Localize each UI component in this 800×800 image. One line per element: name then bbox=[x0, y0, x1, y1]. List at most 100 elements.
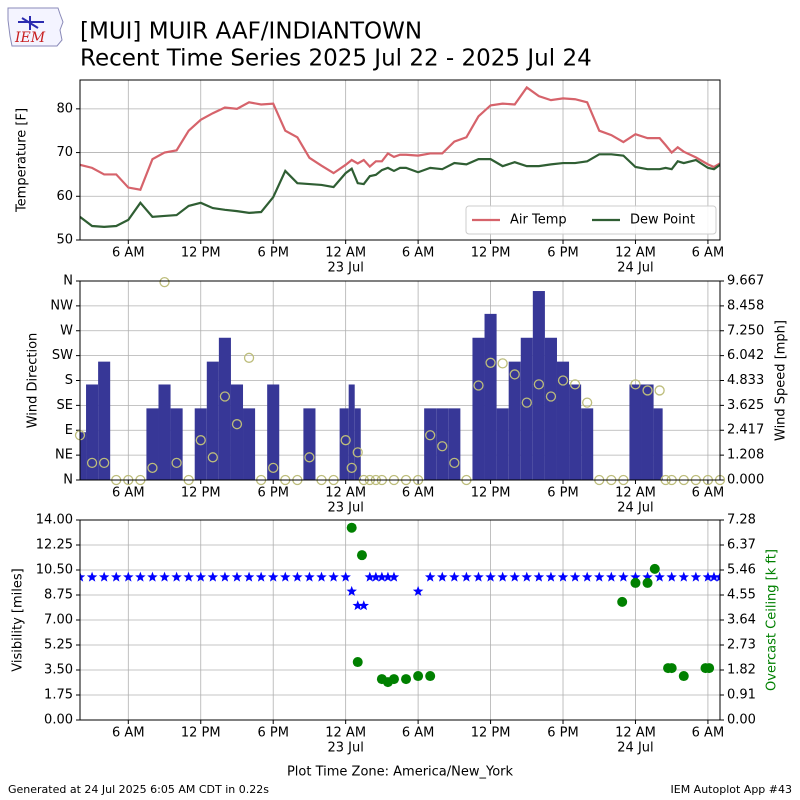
visibility-point bbox=[382, 571, 394, 582]
visibility-point bbox=[352, 600, 363, 611]
subtitle: Recent Time Series 2025 Jul 22 - 2025 Ju… bbox=[80, 46, 592, 72]
visibility-point bbox=[473, 571, 484, 582]
x-tick-label: 12 AM bbox=[325, 726, 366, 741]
legend-box bbox=[465, 205, 717, 235]
ceiling-point bbox=[630, 577, 641, 588]
x-tick-label: 12 PM bbox=[181, 726, 221, 741]
visibility-point bbox=[569, 571, 581, 582]
direction-point bbox=[340, 435, 351, 446]
x-tick-label: 12 AM bbox=[325, 486, 366, 501]
footer-right: IEM Autoplot App #43 bbox=[671, 783, 793, 796]
x-date-label: 24 Jul bbox=[617, 741, 653, 756]
direction-point bbox=[99, 457, 110, 469]
x-date-label: 24 Jul bbox=[617, 261, 653, 276]
direction-point bbox=[630, 379, 641, 390]
x-tick-label: 6 PM bbox=[257, 726, 288, 741]
footer-left: Generated at 24 Jul 2025 6:05 AM CDT in … bbox=[8, 783, 269, 796]
x-tick-label: 6 AM bbox=[402, 726, 435, 741]
x-tick-label: 12 AM bbox=[325, 246, 366, 261]
visibility-point bbox=[424, 571, 436, 582]
direction-point bbox=[521, 397, 532, 408]
y2-tick-label: 2.417 bbox=[727, 423, 764, 438]
bar bbox=[532, 291, 545, 480]
ceiling-point bbox=[642, 577, 653, 588]
direction-point bbox=[485, 357, 496, 368]
bar bbox=[629, 384, 642, 480]
visibility-point bbox=[606, 571, 617, 582]
y2-tick-label: 7.28 bbox=[727, 513, 756, 528]
bar bbox=[98, 361, 111, 480]
y2-tick-label: 6.042 bbox=[727, 348, 764, 363]
visibility-point bbox=[340, 571, 351, 582]
visibility-point bbox=[123, 571, 134, 582]
x-date-label: 23 Jul bbox=[327, 261, 363, 276]
ceiling-point bbox=[649, 563, 660, 574]
y2-axis-label: Wind Speed [mph] bbox=[774, 320, 789, 441]
direction-point bbox=[545, 391, 557, 402]
bar bbox=[230, 384, 244, 480]
x-tick-label: 6 AM bbox=[112, 246, 145, 261]
bar bbox=[472, 337, 485, 480]
y-tick-label: SE bbox=[57, 398, 73, 413]
x-tick-label: 6 AM bbox=[692, 726, 725, 741]
logo-lines bbox=[18, 16, 44, 30]
ceiling-point bbox=[678, 671, 689, 682]
x-tick-label: 6 PM bbox=[257, 486, 288, 501]
visibility-point bbox=[219, 571, 231, 582]
x-tick-label: 6 AM bbox=[402, 246, 435, 261]
x-tick-label: 6 PM bbox=[547, 246, 578, 261]
visibility-point bbox=[666, 571, 677, 582]
direction-point bbox=[352, 447, 363, 458]
direction-point bbox=[497, 358, 508, 369]
y-tick-label: 8.75 bbox=[44, 588, 73, 603]
x-tick-label: 12 PM bbox=[471, 726, 511, 741]
bar bbox=[303, 408, 316, 480]
direction-point bbox=[219, 391, 231, 402]
bar bbox=[556, 361, 570, 480]
visibility-point bbox=[630, 571, 641, 582]
ceiling-point bbox=[666, 663, 677, 674]
y-tick-label: 0.00 bbox=[44, 713, 73, 728]
direction-point bbox=[437, 441, 448, 452]
visibility-point bbox=[147, 571, 158, 582]
bar bbox=[348, 384, 355, 480]
ceiling-point bbox=[388, 674, 399, 685]
y-tick-label: 1.75 bbox=[44, 688, 73, 703]
line-series bbox=[80, 153, 720, 228]
visibility-point bbox=[376, 571, 388, 582]
plot-frame bbox=[79, 280, 721, 481]
visibility-point bbox=[171, 571, 182, 582]
direction-point bbox=[207, 452, 218, 463]
bar bbox=[436, 408, 449, 480]
y2-tick-label: 6.37 bbox=[727, 538, 756, 553]
y2-tick-label: 9.667 bbox=[727, 274, 764, 289]
direction-point bbox=[268, 462, 279, 473]
direction-point bbox=[86, 457, 98, 469]
marks bbox=[80, 85, 720, 228]
x-tick-label: 6 PM bbox=[547, 726, 578, 741]
y-tick-label: 5.25 bbox=[44, 638, 73, 653]
bar bbox=[218, 337, 231, 480]
y-tick-label: S bbox=[65, 373, 73, 388]
x-tick-label: 6 AM bbox=[112, 486, 145, 501]
visibility-point bbox=[183, 571, 194, 582]
visibility-point bbox=[618, 571, 629, 582]
x-axis-label: Plot Time Zone: America/New_York bbox=[287, 765, 514, 780]
y2-tick-label: 5.46 bbox=[727, 563, 756, 578]
y2-tick-label: 8.458 bbox=[727, 298, 764, 313]
visibility-point bbox=[708, 571, 720, 582]
bar bbox=[544, 337, 557, 480]
visibility-point bbox=[231, 571, 243, 582]
visibility-point bbox=[370, 571, 382, 582]
direction-point bbox=[509, 369, 520, 380]
legend-label: Dew Point bbox=[630, 213, 695, 228]
x-date-label: 24 Jul bbox=[617, 501, 653, 516]
y-tick-label: 7.00 bbox=[44, 613, 73, 628]
title: [MUI] MUIR AAF/INDIANTOWN bbox=[80, 19, 422, 45]
visibility-point bbox=[678, 571, 689, 582]
ceiling-point bbox=[356, 550, 367, 561]
visibility-point bbox=[304, 571, 315, 582]
visibility-point bbox=[581, 571, 593, 582]
visibility-point bbox=[364, 571, 376, 582]
visibility-point bbox=[690, 571, 702, 582]
